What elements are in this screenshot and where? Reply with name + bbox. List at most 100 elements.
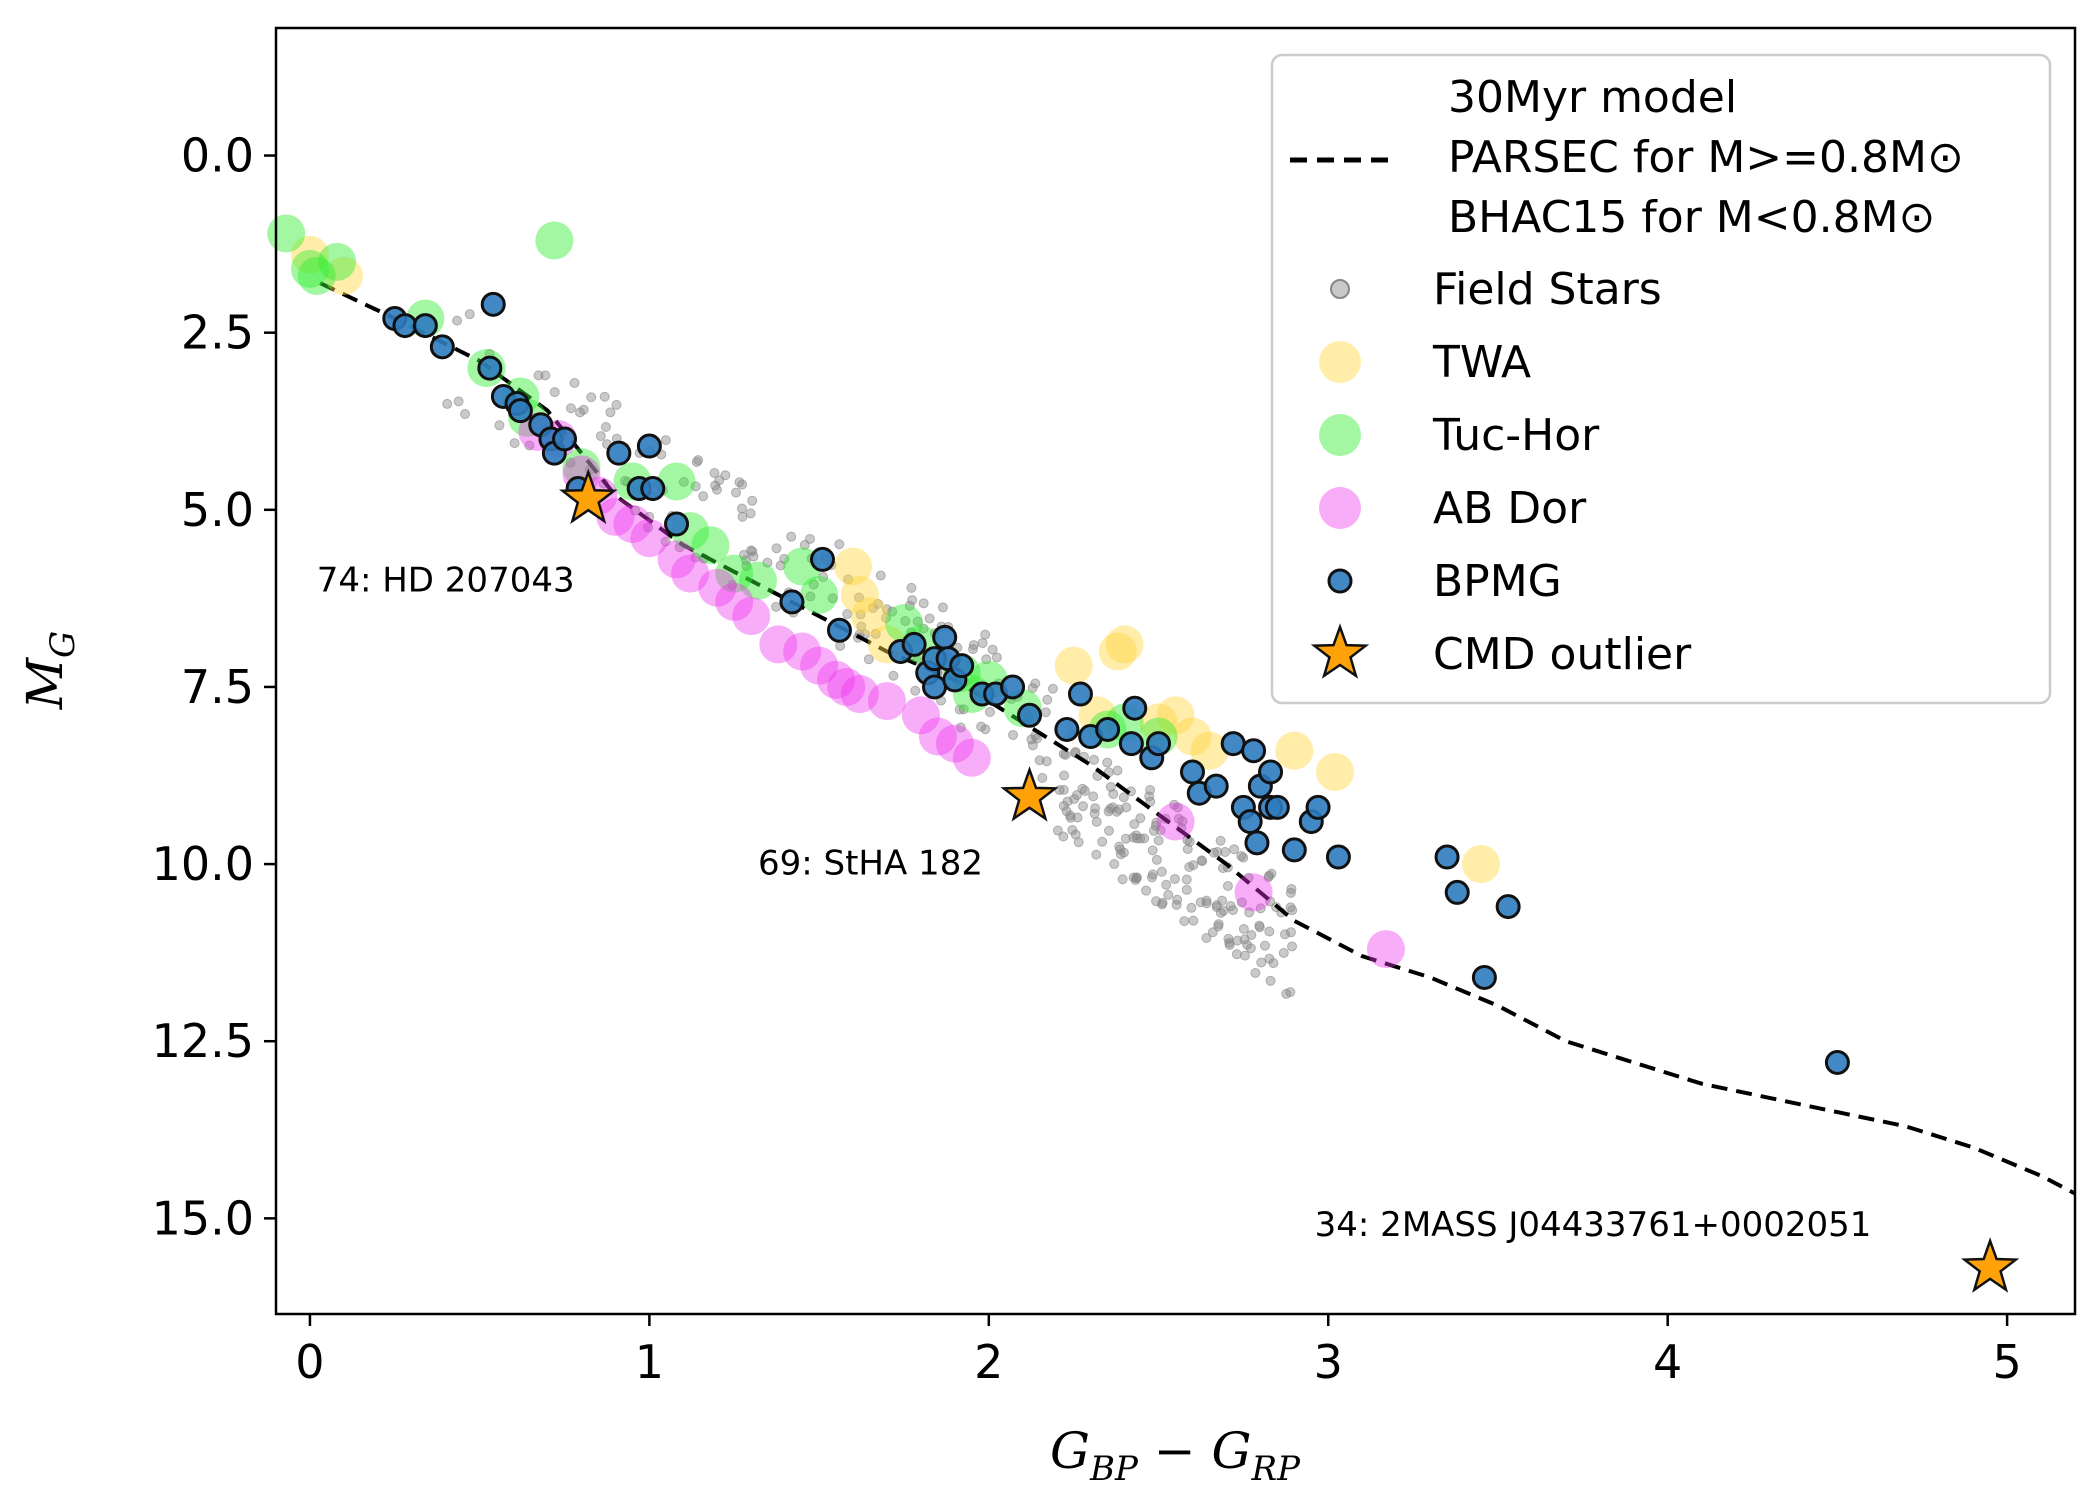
field-star-point — [1103, 825, 1114, 836]
cmd-outlier-star — [559, 468, 618, 525]
ab-dor-point — [817, 660, 856, 699]
field-star-point — [804, 533, 815, 544]
field-star-point — [853, 592, 864, 603]
tuc-hor-point — [800, 575, 839, 614]
bpmg-point — [1281, 837, 1307, 863]
field-star-point — [924, 613, 935, 624]
field-star-point — [1201, 932, 1212, 943]
bpmg-point — [1264, 794, 1290, 820]
field-star-point — [1097, 836, 1108, 847]
ab-dor-point — [1366, 930, 1405, 969]
tuc-hor-point — [691, 526, 730, 565]
field-star-point — [918, 623, 929, 634]
bpmg-point — [1017, 702, 1043, 728]
field-star-point — [1041, 756, 1052, 767]
y-tick-label: 5.0 — [181, 483, 254, 537]
x-tick-label: 3 — [1314, 1335, 1343, 1389]
field-star-point — [464, 309, 475, 320]
field-star-point — [1179, 916, 1190, 927]
legend-ab-dor-marker — [1319, 487, 1361, 529]
field-star-point — [1117, 874, 1128, 885]
field-star-point — [1229, 844, 1240, 855]
field-star-point — [494, 420, 505, 431]
field-star-point — [1285, 927, 1296, 938]
field-star-point — [818, 572, 829, 583]
field-star-point — [1115, 849, 1126, 860]
field-star-point — [533, 370, 544, 381]
bpmg-point — [507, 398, 533, 424]
twa-point — [1098, 632, 1137, 671]
field-star-point — [1254, 922, 1265, 933]
field-star-point — [1130, 874, 1141, 885]
ab-dor-point — [935, 724, 974, 763]
field-star-point — [1264, 953, 1275, 964]
field-star-point — [918, 598, 929, 609]
field-star-point — [906, 582, 917, 593]
field-star-point — [1281, 988, 1292, 999]
field-star-point — [1060, 749, 1071, 760]
field-star-point — [1287, 941, 1298, 952]
field-star-point — [1163, 889, 1174, 900]
field-star-point — [1207, 927, 1218, 938]
twa-point — [840, 575, 879, 614]
field-star-point — [1042, 694, 1053, 705]
field-star-point — [569, 377, 580, 388]
field-star-point — [1169, 799, 1180, 810]
field-star-point — [1255, 903, 1266, 914]
ab-dor-point — [671, 554, 710, 593]
bpmg-point — [779, 589, 805, 615]
bpmg-point — [1054, 716, 1080, 742]
field-star-point — [1008, 729, 1019, 740]
field-star-point — [834, 539, 845, 550]
field-star-point — [1059, 770, 1070, 781]
field-star-point — [1121, 802, 1132, 813]
field-star-point — [1144, 791, 1155, 802]
bpmg-point — [412, 313, 438, 339]
field-star-point — [1239, 950, 1250, 961]
y-tick-label: 12.5 — [152, 1014, 254, 1068]
field-star-point — [1285, 902, 1296, 913]
tuc-hor-point — [535, 221, 574, 260]
field-star-point — [1157, 899, 1168, 910]
y-axis-label: MG — [16, 631, 83, 710]
twa-point — [1139, 703, 1178, 742]
legend-entry-label: BPMG — [1433, 556, 1562, 607]
field-star-point — [1236, 851, 1247, 862]
x-axis-label: GBP − GRP — [1050, 1422, 1301, 1489]
field-star-point — [727, 579, 738, 590]
field-star-point — [1090, 803, 1101, 814]
field-star-point — [1077, 783, 1088, 794]
field-star-point — [565, 457, 576, 468]
field-star-point — [1027, 683, 1038, 694]
field-star-point — [1118, 792, 1129, 803]
field-star-point — [1188, 915, 1199, 926]
field-star-point — [1201, 895, 1212, 906]
bpmg-point — [1434, 844, 1460, 870]
outlier-annotation: 34: 2MASS J04433761+0002051 — [1315, 1205, 1872, 1245]
field-star-point — [605, 407, 616, 418]
bpmg-point — [477, 355, 503, 381]
bpmg-point — [1824, 1049, 1850, 1075]
y-tick-label: 15.0 — [152, 1191, 254, 1245]
field-star-point — [1141, 885, 1152, 896]
bpmg-point — [1067, 681, 1093, 707]
ab-dor-point — [715, 582, 754, 621]
field-star-point — [509, 438, 520, 449]
field-star-point — [1129, 819, 1140, 830]
field-star-point — [1108, 788, 1119, 799]
ab-dor-point — [783, 632, 822, 671]
field-star-point — [1088, 754, 1099, 765]
field-star-point — [1089, 808, 1100, 819]
field-star-point — [1265, 975, 1276, 986]
bpmg-point — [1258, 759, 1284, 785]
field-star-point — [1146, 872, 1157, 883]
field-star-point — [1181, 874, 1192, 885]
field-star-point — [786, 531, 797, 542]
axes-ticks: 0 1 2 3 4 5 0.0 2.5 5.0 7.5 10.0 12.5 15.0 — [152, 129, 2022, 1389]
field-star-point — [771, 543, 782, 554]
field-star-point — [1153, 835, 1164, 846]
twa-point — [1054, 646, 1093, 685]
field-star-point — [907, 595, 918, 606]
field-star-point — [900, 616, 911, 627]
legend-field-marker — [1330, 279, 1350, 299]
